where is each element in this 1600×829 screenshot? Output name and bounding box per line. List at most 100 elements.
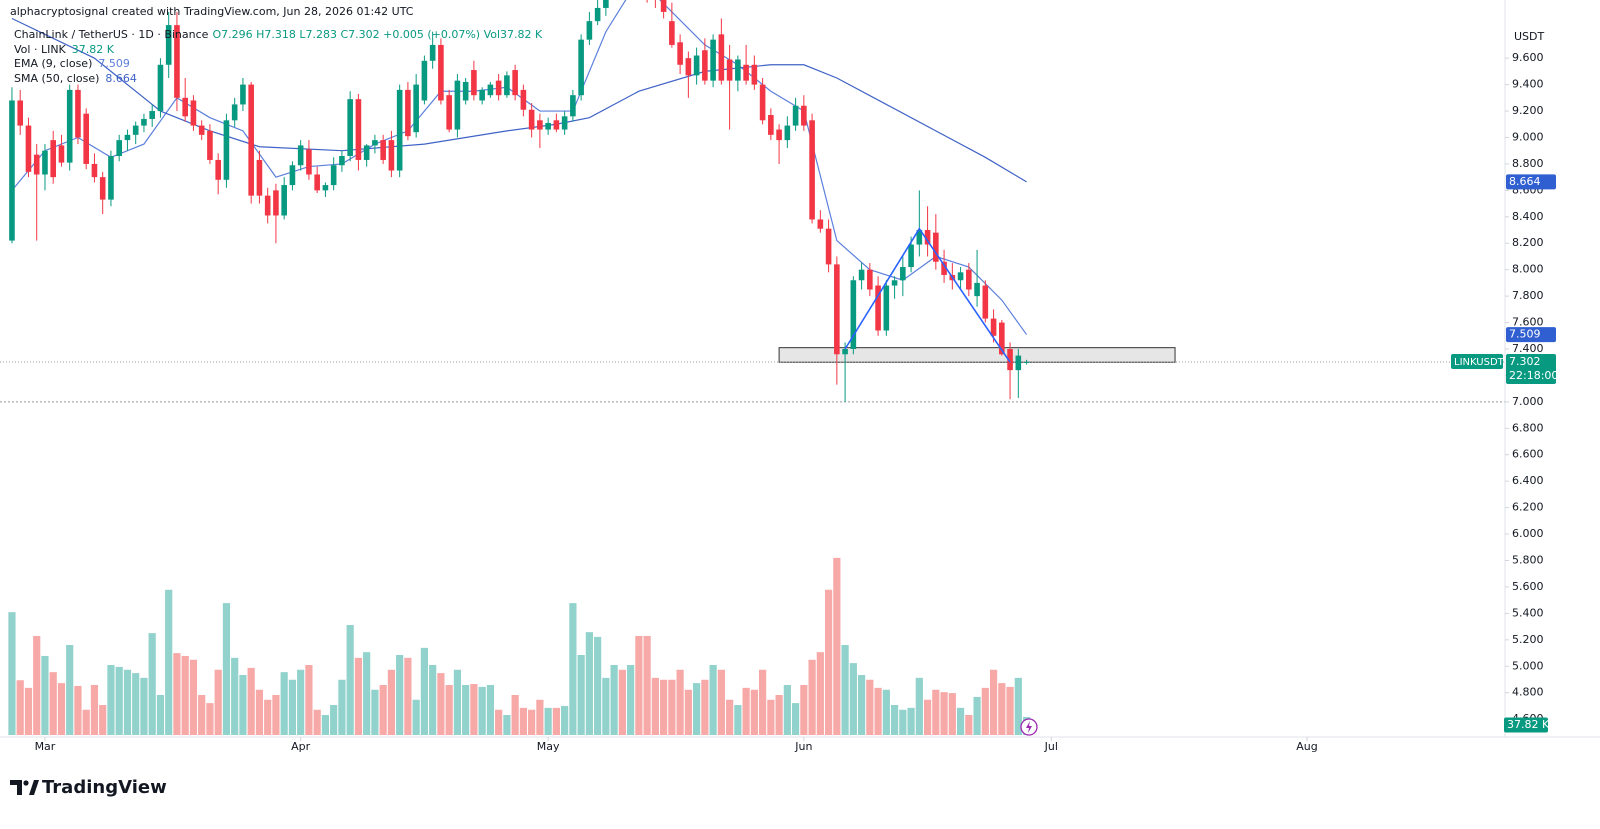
countdown: 22:18:00 xyxy=(1509,369,1558,382)
volume-bar xyxy=(808,659,816,735)
overlay-price-tag-bg xyxy=(1506,327,1556,343)
candle-body xyxy=(174,25,180,98)
candle-body xyxy=(339,155,345,166)
candle-body xyxy=(157,64,164,112)
volume-bar xyxy=(321,715,330,735)
y-tick-label: 5.000 xyxy=(1512,659,1544,672)
volume-bar xyxy=(189,659,198,735)
volume-bar xyxy=(404,657,412,735)
price-pane xyxy=(0,0,1505,735)
volume-bar xyxy=(923,699,932,735)
candle-body xyxy=(124,134,131,141)
volume-bar xyxy=(915,677,923,735)
candle-body xyxy=(1023,361,1030,363)
volume-bar xyxy=(437,673,445,735)
candle-body xyxy=(1015,355,1022,371)
y-tick-label: 9.600 xyxy=(1512,51,1544,64)
volume-bar xyxy=(305,665,313,735)
candle-body xyxy=(454,80,461,130)
candle-body xyxy=(743,64,749,81)
volume-bar xyxy=(156,695,165,735)
candle-body xyxy=(372,140,378,146)
volume-bar xyxy=(726,699,734,735)
volume-bar xyxy=(297,669,305,735)
candle-body xyxy=(842,348,848,355)
volume-bar xyxy=(255,689,264,735)
brand-logo: TradingView xyxy=(10,777,167,798)
volume-bar xyxy=(412,699,420,735)
volume-bar xyxy=(231,657,239,735)
volume-bar xyxy=(528,709,536,735)
volume-bar xyxy=(511,695,519,735)
volume-bar xyxy=(734,705,742,735)
volume-tag: 37.82 K xyxy=(1507,718,1550,731)
volume-bar xyxy=(462,685,470,735)
legend-name: SMA (50, close) xyxy=(14,72,99,85)
y-tick-label: 4.800 xyxy=(1512,686,1544,699)
volume-bar xyxy=(16,680,24,735)
volume-bar xyxy=(759,669,767,735)
logo-mark xyxy=(29,780,39,795)
candle-body xyxy=(784,125,791,141)
candle-body xyxy=(50,140,57,178)
candle-body xyxy=(487,84,494,96)
candle-body xyxy=(817,219,824,229)
candle-body xyxy=(545,122,551,130)
candle-body xyxy=(132,125,139,135)
candle-body xyxy=(924,230,931,245)
candle-body xyxy=(83,113,90,164)
candle-body xyxy=(858,269,865,281)
y-tick-label: 8.000 xyxy=(1512,263,1544,276)
y-tick-label: 9.000 xyxy=(1512,130,1544,143)
last-price-tag-bg xyxy=(1506,353,1556,384)
candle-body xyxy=(297,145,304,166)
volume-bar xyxy=(313,709,321,735)
volume-bar xyxy=(478,686,486,735)
candle-body xyxy=(669,21,675,45)
volume-bar xyxy=(684,689,692,735)
candle-body xyxy=(75,89,81,138)
legend-value: 7.509 xyxy=(98,57,130,70)
candle-body xyxy=(867,269,873,290)
volume-bar xyxy=(338,679,346,735)
candle-body xyxy=(677,42,683,65)
volume-bar xyxy=(750,689,758,735)
volume-bar xyxy=(792,703,800,735)
volume-bar xyxy=(841,645,849,735)
candle-body xyxy=(215,159,221,180)
candle-body xyxy=(330,165,337,186)
volume-bar xyxy=(470,684,478,735)
candle-body xyxy=(355,99,362,160)
candle-body xyxy=(380,140,386,160)
volume-bar xyxy=(24,687,33,735)
candle-body xyxy=(776,129,782,141)
candle-body xyxy=(413,84,419,133)
volume-bar xyxy=(49,672,57,735)
volume-bar xyxy=(346,625,354,735)
volume-bar xyxy=(288,679,297,735)
volume-bar xyxy=(742,687,750,735)
candle-body xyxy=(702,50,708,81)
candle-body xyxy=(58,145,65,163)
volume-tag-bg xyxy=(1504,717,1548,733)
candle-body xyxy=(116,140,122,156)
candle-body xyxy=(388,140,395,171)
volume-bar xyxy=(577,655,585,735)
y-tick-label: 6.400 xyxy=(1512,474,1544,487)
volume-bar xyxy=(115,666,123,735)
support-zone xyxy=(778,347,1176,363)
volume-bar xyxy=(651,677,659,735)
x-tick-label: Jul xyxy=(1044,740,1058,753)
candle-body xyxy=(594,7,601,22)
candle-body xyxy=(479,89,485,101)
candle-body xyxy=(726,59,733,81)
x-tick-label: Mar xyxy=(35,740,56,753)
volume-bar xyxy=(371,689,379,735)
volume-bar xyxy=(66,645,74,735)
volume-bar xyxy=(1014,677,1022,735)
candle-body xyxy=(306,149,312,175)
volume-bar xyxy=(41,655,49,735)
volume-bar xyxy=(363,652,371,735)
